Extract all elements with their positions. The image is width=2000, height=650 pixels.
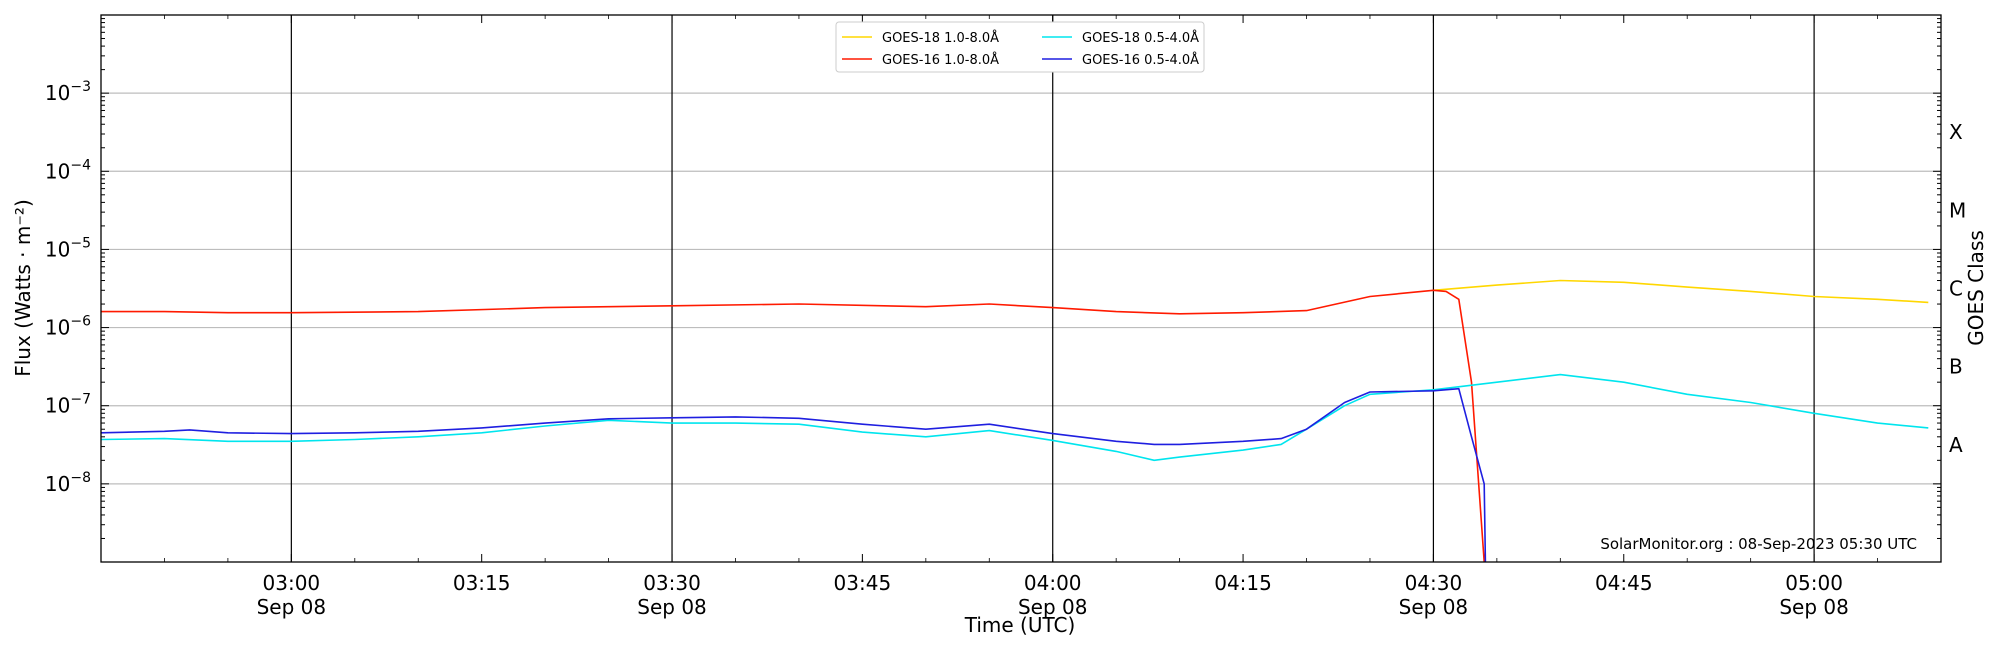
- x-tick-date-label: Sep 08: [637, 595, 707, 619]
- goes-class-label: GOES Class: [1964, 230, 1988, 346]
- y-tick-label: 10−3: [45, 79, 91, 105]
- series-line: [100, 387, 1487, 563]
- legend-label: GOES-16 0.5-4.0Å: [1082, 52, 1199, 68]
- series-layer: [100, 279, 1929, 563]
- legend-entries: GOES-18 1.0-8.0Å GOES-16 1.0-8.0Å GOES-18 …: [842, 30, 1199, 68]
- goes-class-letter: B: [1949, 355, 1963, 379]
- x-tick-date-label: Sep 08: [1018, 595, 1088, 619]
- credit-text: SolarMonitor.org : 08-Sep-2023 05:30 UTC: [1600, 535, 1917, 553]
- legend-label: GOES-18 0.5-4.0Å: [1082, 30, 1199, 46]
- legend-box: [835, 21, 1205, 73]
- x-tick-label: 04:30: [1405, 571, 1463, 595]
- x-tick-label: 04:00: [1024, 571, 1082, 595]
- x-tick-label: 03:00: [263, 571, 321, 595]
- x-tick-date-label: Sep 08: [257, 595, 327, 619]
- y-tick-label: 10−5: [45, 235, 91, 261]
- y-tick-label: 10−4: [45, 157, 91, 183]
- x-tick-date-label: Sep 08: [1779, 595, 1849, 619]
- x-tick-label: 04:45: [1595, 571, 1653, 595]
- y-axis-label: Flux (Watts · m⁻²): [11, 199, 35, 377]
- goes-class-letter: M: [1949, 198, 1966, 222]
- grid-layer: [101, 15, 1941, 562]
- goes-class-letter: A: [1949, 433, 1963, 457]
- x-tick-label: 03:30: [643, 571, 701, 595]
- legend: GOES-18 1.0-8.0Å GOES-16 1.0-8.0Å GOES-18 …: [835, 21, 1205, 73]
- y-tick-label: 10−8: [45, 470, 91, 496]
- y-tick-label: 10−6: [45, 314, 91, 340]
- x-tick-date-label: Sep 08: [1399, 595, 1469, 619]
- x-tick-label: 04:15: [1214, 571, 1272, 595]
- y-tick-label: 10−7: [45, 392, 91, 418]
- series-line: [100, 373, 1929, 462]
- goes-class-letter: X: [1949, 120, 1963, 144]
- x-tick-label: 03:45: [834, 571, 892, 595]
- plot-frame: [100, 14, 1942, 563]
- x-axis-label: Time (UTC): [964, 613, 1076, 637]
- x-tick-label: 05:00: [1785, 571, 1843, 595]
- goes-class-letter: C: [1949, 277, 1963, 301]
- series-line: [101, 289, 1485, 563]
- legend-label: GOES-16 1.0-8.0Å: [882, 52, 999, 68]
- legend-label: GOES-18 1.0-8.0Å: [882, 30, 999, 46]
- series-line: [1433, 279, 1929, 304]
- x-tick-label: 03:15: [453, 571, 511, 595]
